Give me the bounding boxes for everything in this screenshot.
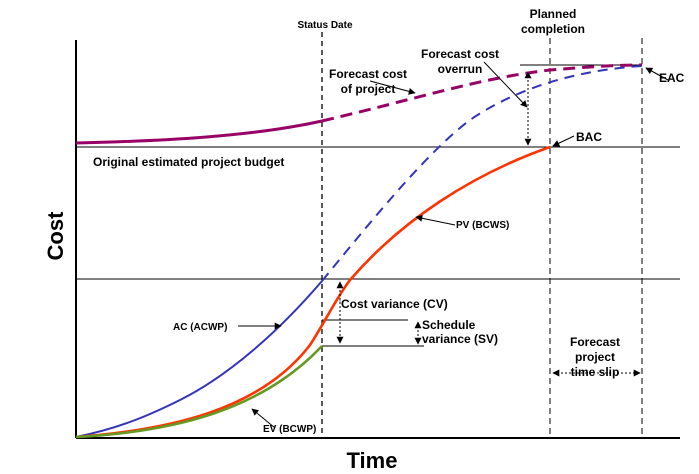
pv-curve [75, 145, 551, 439]
ac-label: AC (ACWP) [173, 322, 227, 333]
forecast-slip-label: Forecast [570, 335, 620, 349]
forecast-overrun-label: Forecast cost [421, 47, 499, 61]
ev-curve [75, 345, 323, 439]
eac-label: EAC [659, 71, 685, 85]
ev-label: EV (BCWP) [263, 424, 316, 435]
ac-forecast-dashed [321, 65, 643, 282]
eac-pointer-arrow [645, 67, 669, 81]
ac-curve [75, 280, 323, 438]
forecast-slip-label-3: time slip [571, 365, 620, 379]
status-date-label: Status Date [297, 20, 352, 31]
forecast-slip-label-2: project [575, 350, 615, 364]
pv-label: PV (BCWS) [456, 220, 509, 231]
forecast-cost-pointer-arrow [369, 80, 416, 95]
cost-variance-label: Cost variance (CV) [341, 297, 448, 311]
forecast-cost-label: Forecast cost [329, 67, 407, 81]
overrun-pointer-arrow [483, 61, 528, 108]
planned-completion-label: Planned [530, 7, 577, 21]
pv-pointer-arrow [415, 214, 456, 226]
y-axis-title: Cost [43, 211, 68, 261]
forecast-cost-curve [75, 119, 323, 145]
original-budget-label: Original estimated project budget [93, 155, 284, 169]
forecast-cost-label-2: of project [341, 82, 396, 96]
schedule-variance-label: Schedule [422, 318, 476, 332]
forecast-overrun-label-2: overrun [438, 62, 483, 76]
bac-pointer-arrow [552, 135, 575, 147]
planned-completion-label-2: completion [521, 22, 585, 36]
x-axis-title: Time [347, 448, 398, 473]
bac-label: BAC [576, 130, 602, 144]
ev-pointer-arrow [251, 408, 276, 429]
schedule-variance-label-2: variance (SV) [422, 332, 498, 346]
